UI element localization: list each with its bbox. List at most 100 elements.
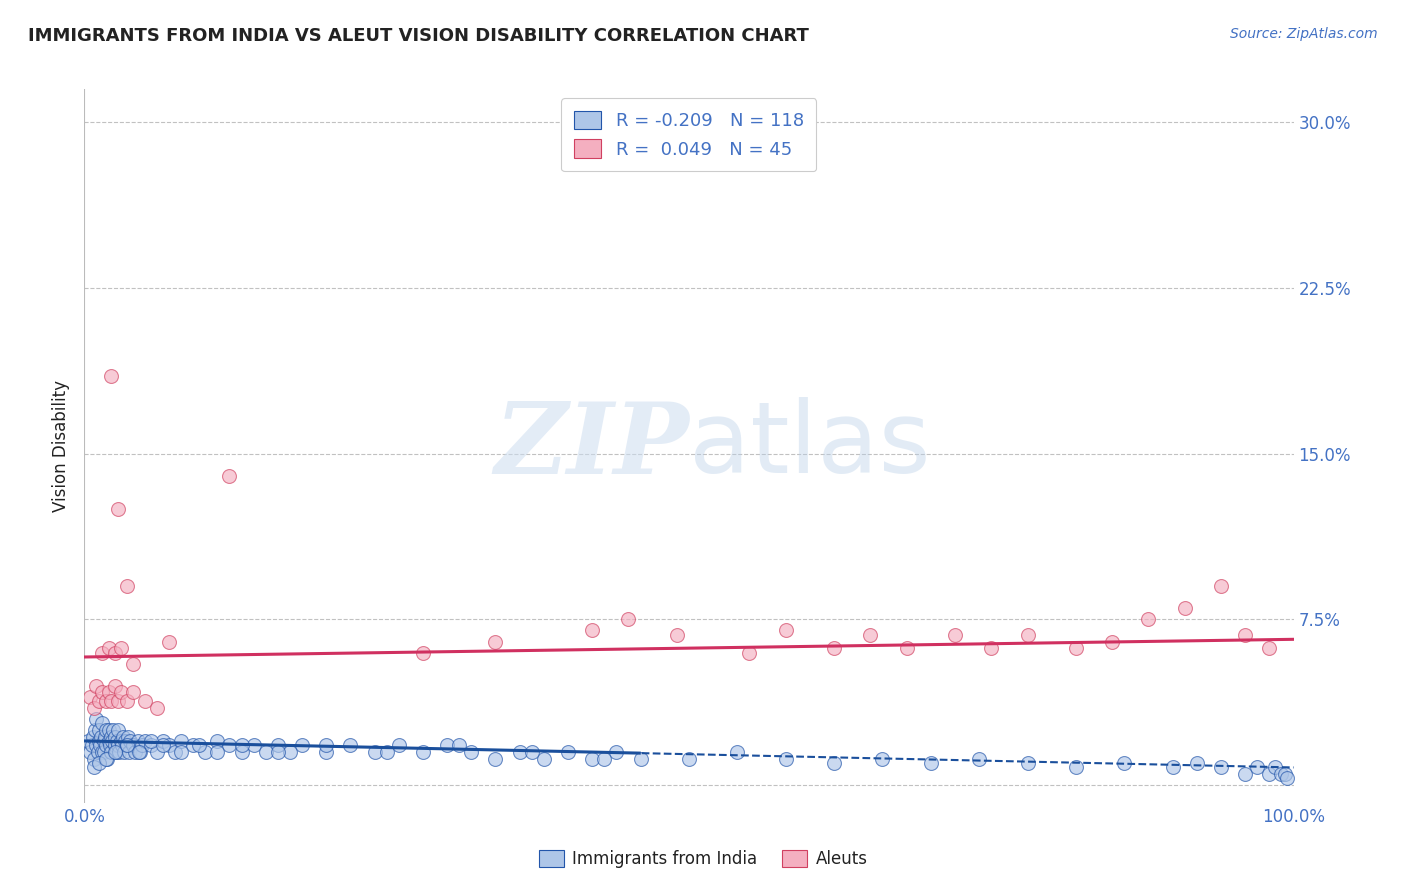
Point <box>110 734 132 748</box>
Point <box>83 700 105 714</box>
Point <box>278 745 301 759</box>
Point <box>1274 767 1296 781</box>
Point <box>1161 760 1184 774</box>
Point <box>1258 641 1281 656</box>
Point <box>1017 756 1039 770</box>
Point <box>139 734 162 748</box>
Point <box>94 739 117 753</box>
Point <box>84 723 107 737</box>
Text: IMMIGRANTS FROM INDIA VS ALEUT VISION DISABILITY CORRELATION CHART: IMMIGRANTS FROM INDIA VS ALEUT VISION DI… <box>28 27 808 45</box>
Point <box>104 745 127 759</box>
Point <box>94 694 117 708</box>
Point <box>1270 767 1292 781</box>
Point <box>134 734 156 748</box>
Point <box>1101 634 1123 648</box>
Point <box>87 756 110 770</box>
Point <box>859 628 882 642</box>
Point <box>104 730 127 744</box>
Point <box>242 739 264 753</box>
Point <box>86 745 108 759</box>
Point <box>823 641 845 656</box>
Point <box>91 646 114 660</box>
Point <box>315 745 337 759</box>
Point <box>134 694 156 708</box>
Point <box>101 734 124 748</box>
Point <box>98 739 121 753</box>
Point <box>943 628 966 642</box>
Point <box>170 745 193 759</box>
Point <box>86 679 108 693</box>
Point <box>97 641 120 656</box>
Point <box>94 730 117 744</box>
Point <box>91 745 114 759</box>
Point <box>93 734 115 748</box>
Point <box>97 723 120 737</box>
Point <box>107 502 129 516</box>
Point <box>207 734 229 748</box>
Point <box>131 739 153 753</box>
Point <box>91 716 114 731</box>
Point <box>152 739 174 753</box>
Point <box>1246 760 1268 774</box>
Point <box>291 739 314 753</box>
Point <box>79 745 101 759</box>
Point <box>128 745 150 759</box>
Point <box>412 646 434 660</box>
Point <box>339 739 361 753</box>
Point <box>630 751 652 765</box>
Point <box>115 579 138 593</box>
Point <box>97 734 120 748</box>
Point <box>80 739 103 753</box>
Point <box>100 730 122 744</box>
Point <box>267 739 290 753</box>
Point <box>1174 601 1197 615</box>
Point <box>593 751 616 765</box>
Point <box>1277 772 1299 786</box>
Point <box>77 734 100 748</box>
Point <box>107 694 129 708</box>
Point <box>520 745 543 759</box>
Point <box>129 745 152 759</box>
Point <box>120 734 142 748</box>
Point <box>139 739 162 753</box>
Point <box>533 751 555 765</box>
Point <box>1234 767 1257 781</box>
Point <box>86 739 108 753</box>
Point <box>114 734 136 748</box>
Point <box>121 739 143 753</box>
Point <box>775 624 797 638</box>
Point <box>90 730 112 744</box>
Point <box>79 690 101 704</box>
Point <box>107 723 129 737</box>
Point <box>103 723 125 737</box>
Point <box>89 739 111 753</box>
Point <box>1209 579 1232 593</box>
Point <box>165 745 187 759</box>
Point <box>872 751 894 765</box>
Point <box>94 723 117 737</box>
Point <box>107 739 129 753</box>
Point <box>104 679 127 693</box>
Point <box>738 646 761 660</box>
Point <box>181 739 204 753</box>
Point <box>1114 756 1136 770</box>
Point <box>436 739 458 753</box>
Point <box>127 734 149 748</box>
Point <box>157 634 180 648</box>
Point <box>94 751 117 765</box>
Point <box>617 612 640 626</box>
Point <box>775 751 797 765</box>
Point <box>1064 641 1087 656</box>
Point <box>194 745 217 759</box>
Point <box>823 756 845 770</box>
Point <box>111 739 134 753</box>
Point <box>93 745 115 759</box>
Point <box>152 734 174 748</box>
Point <box>121 685 143 699</box>
Point <box>218 739 240 753</box>
Point <box>254 745 277 759</box>
Point <box>1137 612 1160 626</box>
Text: Source: ZipAtlas.com: Source: ZipAtlas.com <box>1230 27 1378 41</box>
Legend: Immigrants from India, Aleuts: Immigrants from India, Aleuts <box>531 843 875 875</box>
Point <box>363 745 385 759</box>
